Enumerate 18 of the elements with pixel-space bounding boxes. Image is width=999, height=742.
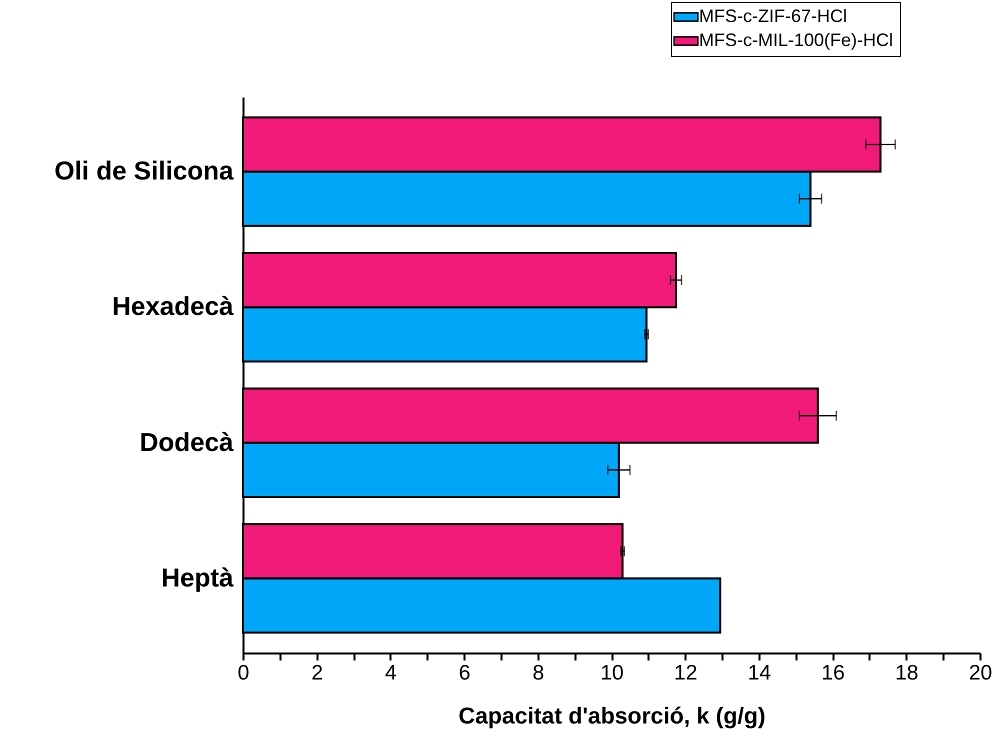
legend-label: MFS-c-ZIF-67-HCl xyxy=(699,6,847,26)
x-tick-label: 4 xyxy=(385,662,398,684)
y-tick-label: Heptà xyxy=(161,562,234,592)
x-tick-label: 12 xyxy=(674,662,698,684)
x-tick-label: 2 xyxy=(311,662,324,684)
x-tick-label: 0 xyxy=(238,662,250,684)
x-tick-label: 16 xyxy=(821,662,845,684)
y-tick-label: Dodecà xyxy=(140,426,234,457)
y-tick-label: Oli de Silicona xyxy=(54,156,234,186)
x-tick-label: 18 xyxy=(895,662,918,684)
x-tick-label: 14 xyxy=(748,662,772,684)
x-tick-label: 10 xyxy=(600,662,624,684)
y-tick-label: Hexadecà xyxy=(112,291,234,322)
x-tick-label: 20 xyxy=(968,662,992,684)
x-tick-label: 6 xyxy=(458,662,470,684)
x-tick-label: 8 xyxy=(532,662,544,684)
legend-label: MFS-c-MIL-100(Fe)-HCl xyxy=(699,30,894,50)
x-axis-title: Capacitat d'absorció, k (g/g) xyxy=(458,702,766,728)
